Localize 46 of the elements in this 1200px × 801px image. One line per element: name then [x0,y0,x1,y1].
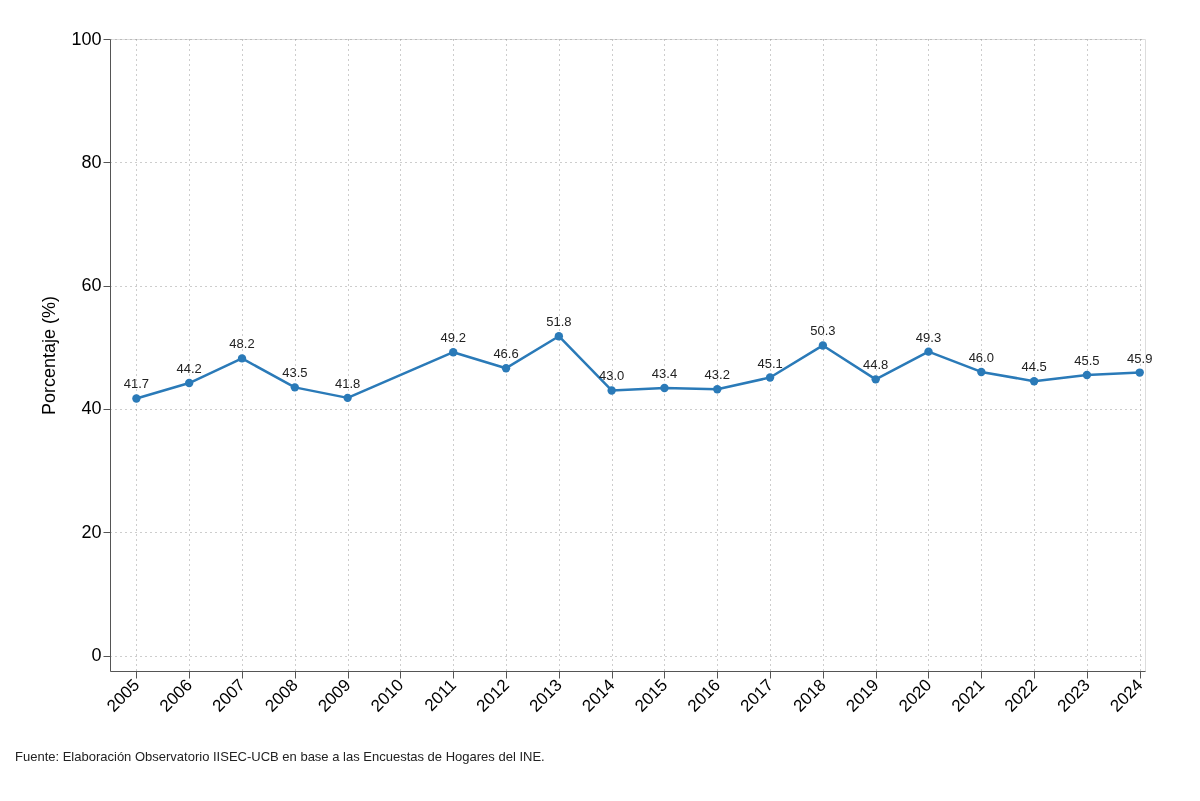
text: 44.8 [863,357,889,373]
point [132,394,141,403]
point [818,341,828,350]
text: 46.6 [493,346,519,362]
point [660,383,669,393]
point [237,354,247,363]
point [765,373,775,382]
text: 45.5 [1074,353,1100,369]
point [185,378,194,388]
point [290,383,299,392]
y-tick-label: 100 [71,28,102,49]
text: 44.2 [176,361,202,377]
point [713,385,722,394]
source-note: Fuente: Elaboración Observatorio IISEC-UCB en base a las Encuestas de Hogares del INE. [15,749,545,764]
text: 50.3 [810,323,836,339]
point [554,332,564,341]
y-tick-label: 60 [81,275,102,296]
text: 43.5 [282,365,308,381]
text: 43.4 [651,365,678,381]
point [449,348,458,357]
point [924,347,933,356]
text: 45.1 [757,355,783,371]
point [343,393,352,403]
point [1029,377,1039,386]
y-axis-title: Porcentaje (%) [39,295,60,416]
point [977,367,986,377]
text: 43.2 [704,367,730,383]
point [1082,370,1092,380]
text: 49.2 [440,330,466,346]
text: 41.7 [123,376,150,392]
y-tick-label: 80 [81,151,102,172]
point [1135,368,1144,377]
text: 51.8 [546,314,572,330]
text: 46.0 [968,349,994,365]
point [501,364,511,373]
y-tick-label: 40 [81,398,102,419]
y-tick-label: 0 [91,645,102,666]
point [871,375,880,384]
y-tick-label: 20 [81,521,102,542]
text: 43.0 [599,368,625,384]
text: 44.5 [1021,359,1047,375]
text: 49.3 [915,329,942,345]
point [607,386,616,395]
text: 45.9 [1127,350,1153,366]
text: 41.8 [334,375,361,391]
text: 48.2 [229,336,255,352]
